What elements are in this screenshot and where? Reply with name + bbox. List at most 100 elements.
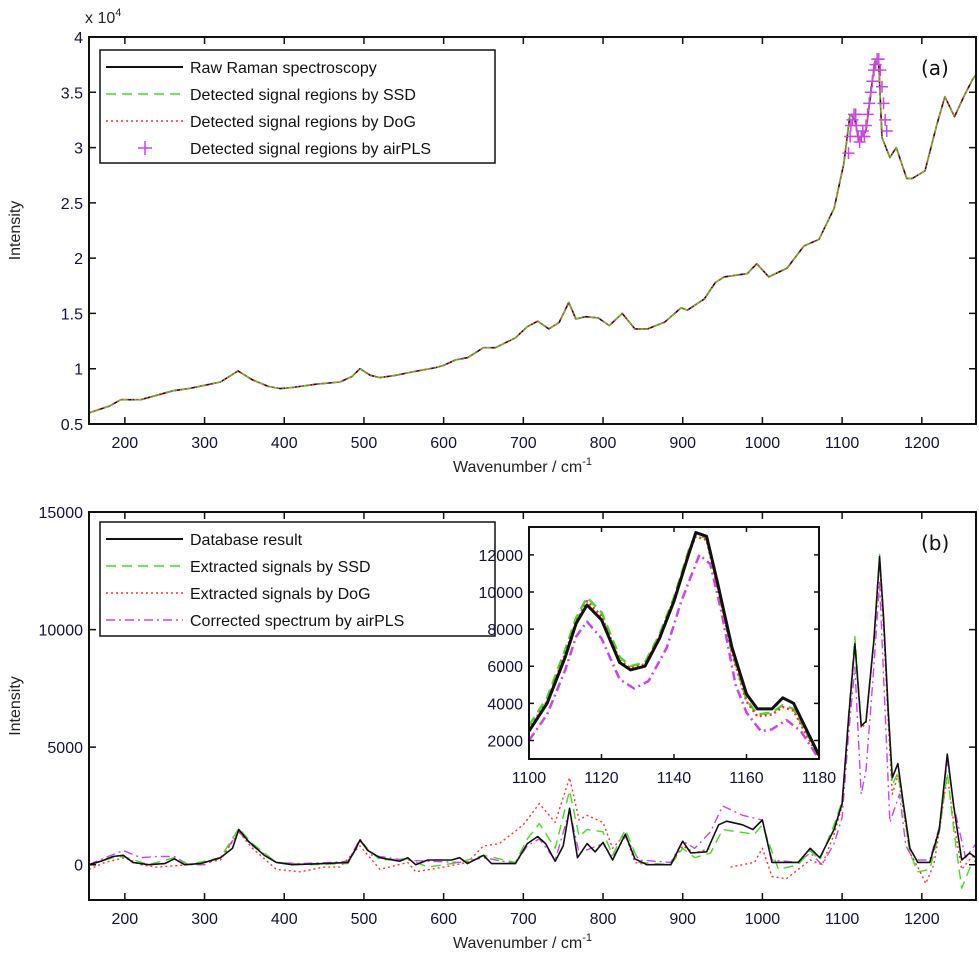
legend: Raw Raman spectroscopy Detected signal re… xyxy=(99,49,496,164)
x-tick-label: 1000 xyxy=(745,435,781,452)
panel-label: (b) xyxy=(921,531,949,555)
legend-label: Extracted signals by SSD xyxy=(190,559,371,576)
x-tick-label: 500 xyxy=(351,911,378,928)
y-tick-label: 6000 xyxy=(487,659,523,676)
x-tick-label: 1160 xyxy=(729,770,764,787)
x-tick-label: 1200 xyxy=(904,435,940,452)
airpls-marker xyxy=(872,53,885,66)
legend-label: Raw Raman spectroscopy xyxy=(190,60,377,77)
legend-box xyxy=(99,49,496,164)
x-axis-label-superscript: -1 xyxy=(582,932,592,944)
airpls-marker xyxy=(869,58,882,71)
x-tick-label: 700 xyxy=(510,911,537,928)
x-axis-label-text: Wavenumber / cm xyxy=(453,935,582,952)
x-axis-label-superscript: -1 xyxy=(582,456,592,468)
y-tick-label: 2 xyxy=(74,251,83,268)
series-line-solid xyxy=(89,555,976,866)
y-tick-label: 0 xyxy=(74,858,83,875)
y-multiplier-exponent: 4 xyxy=(115,7,121,19)
legend-item: Detected signal regions by DoG xyxy=(106,114,416,131)
legend-plus-marker xyxy=(138,141,152,155)
y-tick-label: 12000 xyxy=(479,548,524,565)
series-line-dashdot xyxy=(89,581,976,866)
airpls-marker xyxy=(866,75,879,88)
x-tick-label: 1180 xyxy=(802,770,837,787)
series-line-dotted xyxy=(89,777,711,873)
legend-item: Extracted signals by SSD xyxy=(106,559,371,576)
legend-box xyxy=(99,521,496,637)
legend-item: Raw Raman spectroscopy xyxy=(106,60,377,77)
x-tick-label: 1000 xyxy=(745,911,781,928)
legend-item: Extracted signals by DoG xyxy=(106,586,371,603)
legend-label: Detected signal regions by DoG xyxy=(190,114,416,131)
x-tick-label: 800 xyxy=(590,911,617,928)
series-line-dashdot xyxy=(529,553,819,759)
airpls-marker xyxy=(875,80,888,93)
y-tick-label: 3 xyxy=(74,141,83,158)
legend-label: Detected signal regions by airPLS xyxy=(190,141,431,158)
legend: Database result Extracted signals by SSD E… xyxy=(99,521,496,637)
x-tick-label: 400 xyxy=(271,435,298,452)
panel-a: 200 300 400 500 600 700 800 900 1000 1100 1200 0.5 1… xyxy=(7,7,977,476)
plot-area xyxy=(89,553,976,889)
y-tick-label: 0.5 xyxy=(61,417,83,434)
legend-label: Extracted signals by DoG xyxy=(190,586,371,603)
y-multiplier-base: x 10 xyxy=(85,10,115,27)
legend-item: Database result xyxy=(106,532,303,549)
x-tick-label: 1120 xyxy=(584,770,619,787)
y-tick-label: 8000 xyxy=(487,622,523,639)
airpls-marker xyxy=(863,97,876,110)
x-tick-label: 800 xyxy=(590,435,617,452)
legend-item: Detected signal regions by SSD xyxy=(106,87,416,104)
airpls-marker xyxy=(879,113,892,126)
airpls-marker xyxy=(849,108,862,121)
x-tick-label: 600 xyxy=(430,911,457,928)
x-tick-label: 300 xyxy=(191,911,218,928)
y-tick-label: 5000 xyxy=(47,740,83,757)
y-tick-label: 1.5 xyxy=(61,306,83,323)
legend-label: Detected signal regions by SSD xyxy=(190,87,416,104)
y-tick-label: 10000 xyxy=(479,585,524,602)
x-tick-label: 200 xyxy=(112,435,139,452)
airpls-marker xyxy=(861,108,874,121)
panel-b-inset: 1100 1120 1140 1160 1180 2000 4000 6000 8000 1000… xyxy=(479,526,837,787)
series-line-dotted xyxy=(529,535,819,758)
airpls-marker xyxy=(864,86,877,99)
airpls-marker xyxy=(874,64,887,77)
y-multiplier: x 104 xyxy=(85,7,121,27)
y-tick-label: 1 xyxy=(74,362,83,379)
x-tick-label: 1100 xyxy=(825,911,860,928)
axes-box xyxy=(88,36,977,425)
airpls-marker xyxy=(860,119,873,132)
legend-item: Detected signal regions by airPLS xyxy=(138,141,431,158)
x-tick-label: 500 xyxy=(351,435,378,452)
x-tick-label: 700 xyxy=(510,435,537,452)
x-tick-label: 1100 xyxy=(512,770,547,787)
y-tick-label: 3.5 xyxy=(61,85,83,102)
y-tick-label: 2000 xyxy=(487,733,523,750)
y-tick-label: 4 xyxy=(74,30,83,47)
x-tick-label: 400 xyxy=(271,911,298,928)
x-tick-label: 600 xyxy=(430,435,457,452)
legend-label: Corrected spectrum by airPLS xyxy=(190,613,404,630)
x-axis-label: Wavenumber / cm-1 xyxy=(453,932,592,952)
x-tick-label: 900 xyxy=(669,911,696,928)
x-axis-label: Wavenumber / cm-1 xyxy=(453,456,592,476)
y-tick-label: 15000 xyxy=(39,505,84,522)
x-tick-label: 1200 xyxy=(904,911,940,928)
airpls-marker xyxy=(856,124,869,137)
y-axis-label: Intensity xyxy=(7,201,24,261)
airpls-marker xyxy=(880,124,893,137)
airpls-marker xyxy=(877,97,890,110)
airpls-marker xyxy=(853,136,866,149)
panel-label: (a) xyxy=(921,56,949,80)
series-line-solid xyxy=(529,531,819,756)
inset-background xyxy=(529,527,819,759)
plot-area xyxy=(89,53,976,414)
x-tick-label: 300 xyxy=(191,435,218,452)
legend-item: Corrected spectrum by airPLS xyxy=(106,613,404,630)
x-tick-label: 200 xyxy=(112,911,139,928)
y-axis-label: Intensity xyxy=(7,676,24,736)
y-tick-label: 2.5 xyxy=(61,196,83,213)
